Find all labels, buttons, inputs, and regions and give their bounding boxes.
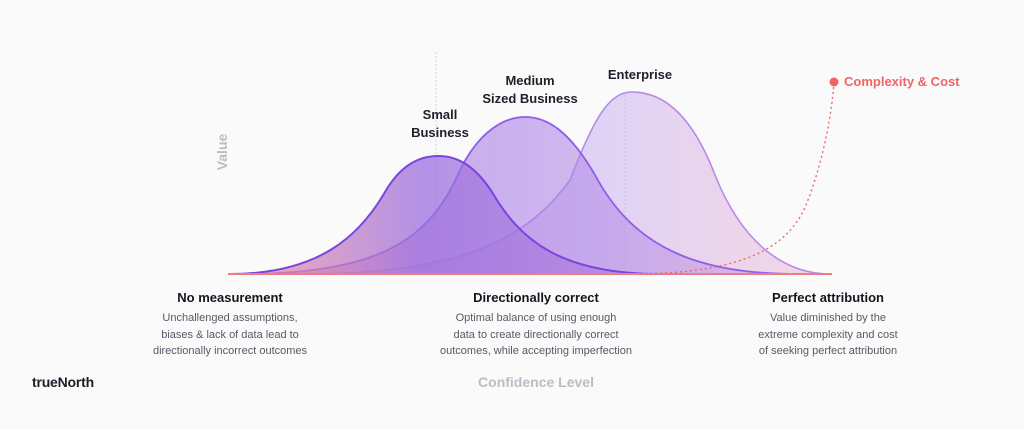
small-business-label: Small Business [411, 107, 469, 140]
complexity-cost-marker [829, 77, 839, 87]
no-measurement-description: Unchallenged assumptions, biases & lack … [152, 312, 308, 357]
truenorth-logo: trueNorth [32, 374, 94, 390]
perfect-attribution-description: Value diminished by the extreme complexi… [758, 312, 898, 357]
perfect-attribution-title: Perfect attribution [772, 290, 884, 305]
complexity-cost-curve [639, 81, 835, 275]
medium-business-label: Medium Sized Business [482, 73, 578, 106]
no-measurement-title: No measurement [177, 290, 283, 305]
directionally-correct-title: Directionally correct [473, 290, 599, 305]
directionally-correct-description: Optimal balance of using enough data to … [440, 312, 632, 357]
enterprise-label: Enterprise [607, 67, 673, 82]
x-axis-label: Confidence Level [478, 374, 594, 390]
y-axis-label: Value [214, 133, 230, 171]
small-business-curve [229, 154, 661, 275]
complexity-cost-label: Complexity & Cost [844, 74, 960, 89]
